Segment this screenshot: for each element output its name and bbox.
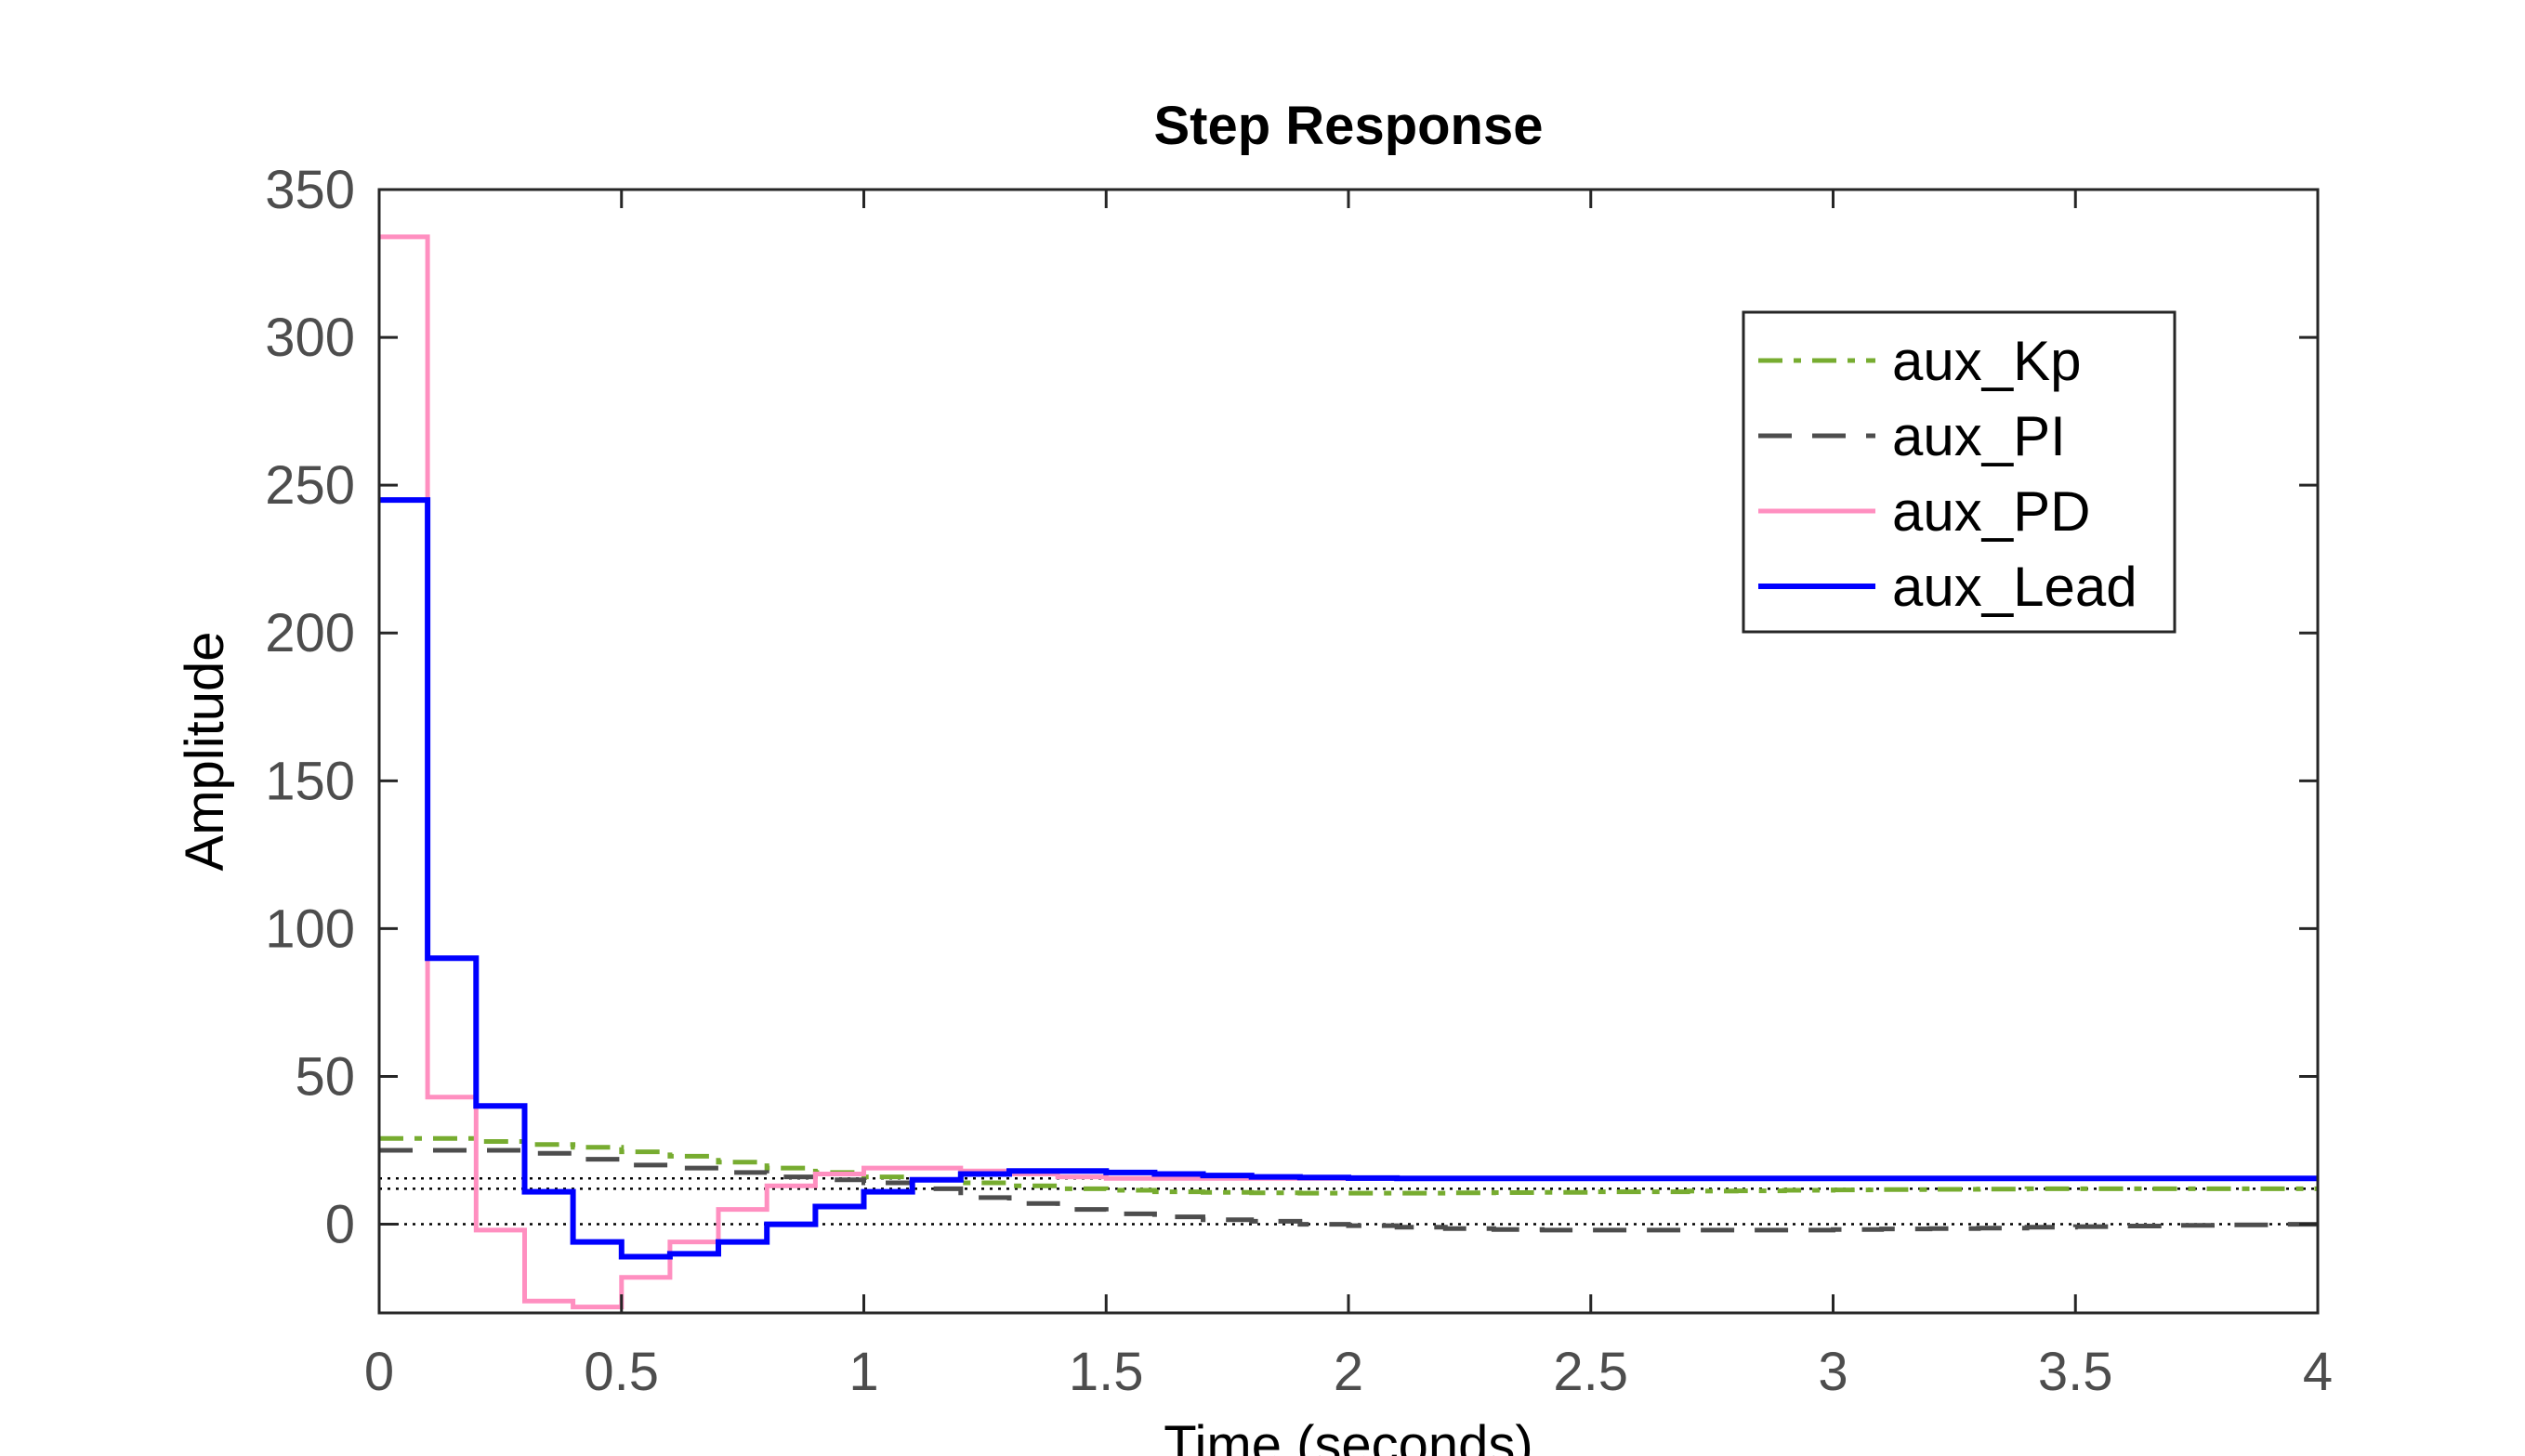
y-tick-label: 50 xyxy=(295,1046,355,1107)
y-tick-label: 350 xyxy=(265,160,355,220)
y-axis-label: Amplitude xyxy=(175,632,235,872)
y-tick-label: 0 xyxy=(325,1195,355,1255)
y-tick-label: 300 xyxy=(265,308,355,368)
x-tick-label: 3 xyxy=(1818,1342,1848,1402)
legend-label-aux-lead: aux_Lead xyxy=(1892,556,2137,618)
x-tick-label: 2.5 xyxy=(1553,1342,1628,1402)
x-tick-label: 2 xyxy=(1334,1342,1363,1402)
y-tick-label: 150 xyxy=(265,751,355,811)
x-tick-label: 0.5 xyxy=(584,1342,659,1402)
axis-ticks: 0 0.5 1 1.5 2 2.5 3 3.5 4 0 50 100 150 200 250 300 350 xyxy=(265,160,2333,1402)
series-line-aux-kp xyxy=(379,1135,2318,1196)
x-tick-label: 1.5 xyxy=(1069,1342,1144,1402)
series-line-aux-pi xyxy=(379,1148,2318,1233)
x-tick-label: 3.5 xyxy=(2038,1342,2113,1402)
x-tick-label: 4 xyxy=(2303,1342,2333,1402)
y-tick-label: 250 xyxy=(265,455,355,516)
legend-label-aux-pi: aux_PI xyxy=(1892,405,2066,467)
y-tick-label: 200 xyxy=(265,603,355,663)
x-axis-label: Time (seconds) xyxy=(1164,1415,1533,1456)
series-line-aux-lead xyxy=(379,497,2318,1260)
chart-title: Step Response xyxy=(1154,96,1544,156)
y-tick-label: 100 xyxy=(265,899,355,959)
x-tick-label: 0 xyxy=(364,1342,394,1402)
legend: aux_Kp aux_PI aux_PD aux_Lead xyxy=(1742,310,2176,634)
legend-label-aux-kp: aux_Kp xyxy=(1892,330,2082,392)
legend-box xyxy=(1742,310,2176,634)
legend-label-aux-pd: aux_PD xyxy=(1892,480,2090,543)
x-tick-label: 1 xyxy=(848,1342,878,1402)
